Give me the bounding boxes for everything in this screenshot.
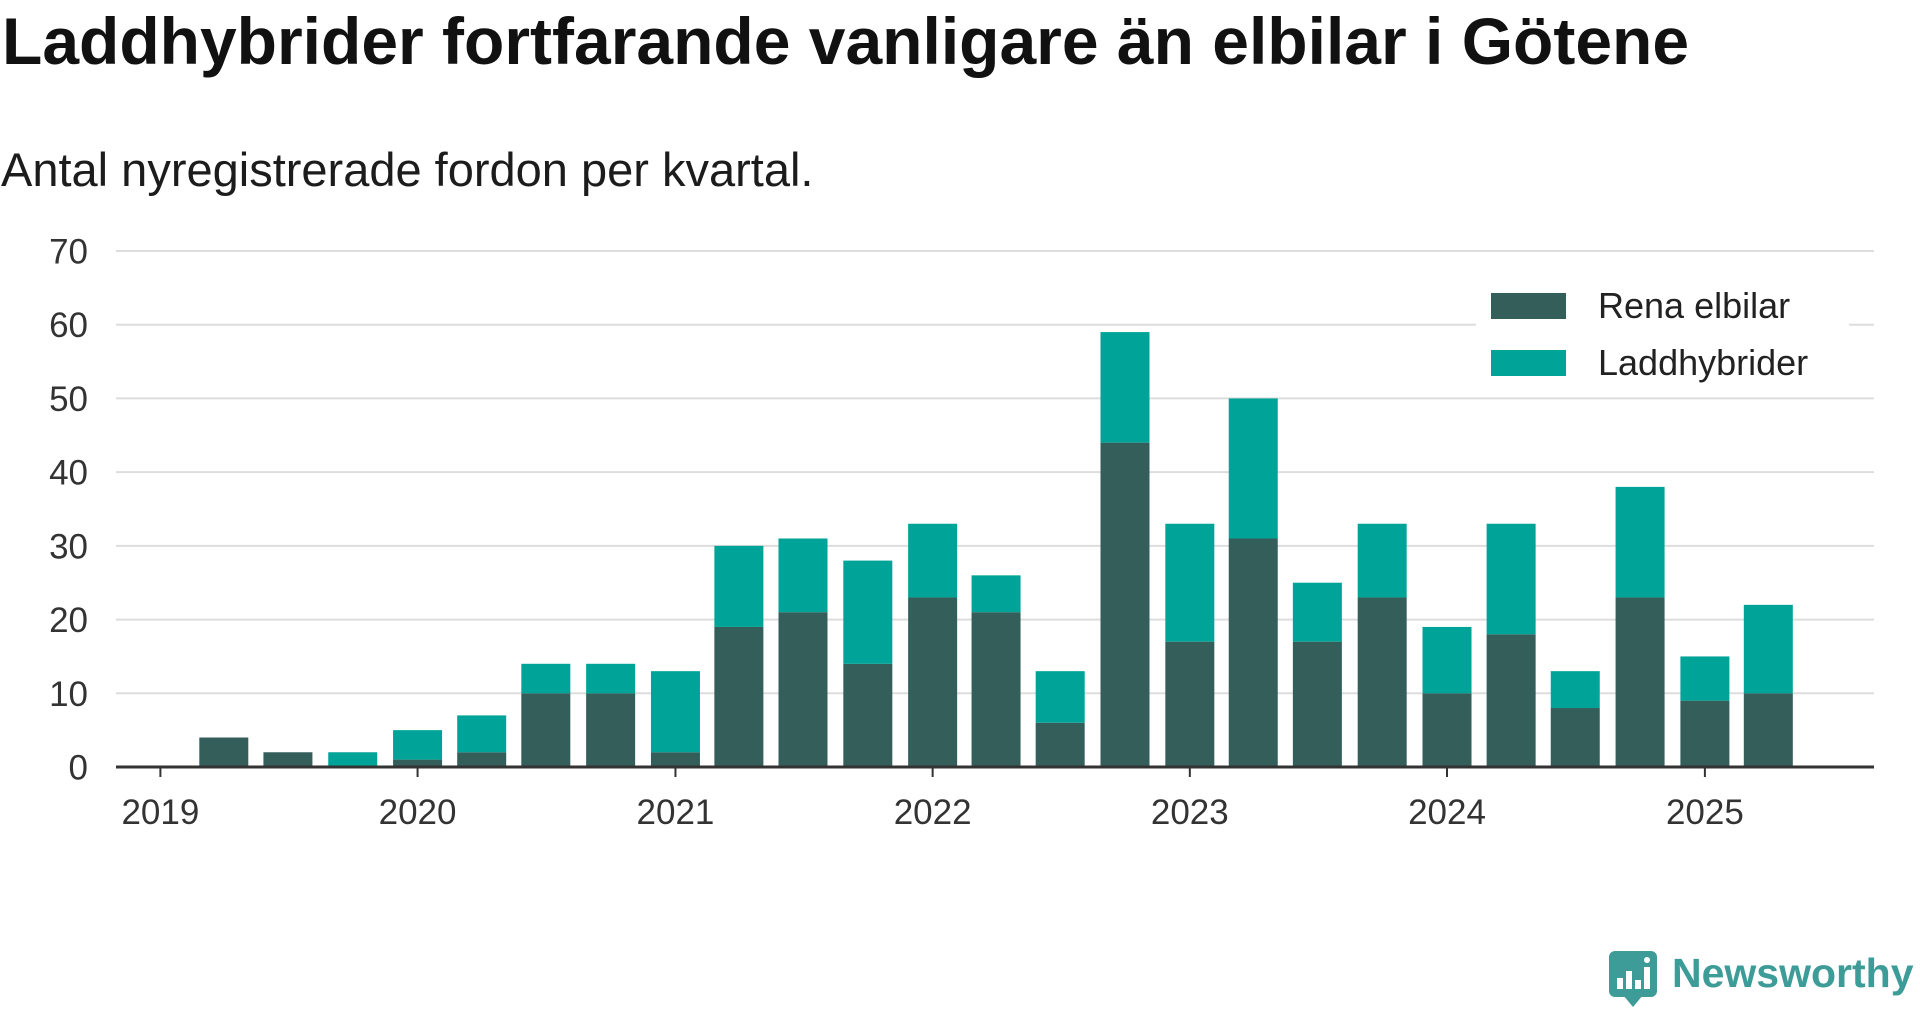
y-tick-label: 40 [49,454,88,493]
x-tick-label: 2019 [121,793,199,832]
bar-rena-elbilar [393,759,443,767]
x-tick-label: 2022 [894,793,972,832]
legend-swatch-laddhybrider [1491,350,1566,376]
y-tick-label: 50 [49,380,88,419]
legend-item-laddhybrider: Laddhybrider [1491,345,1808,381]
y-tick-label: 10 [49,675,88,714]
newsworthy-logo-text: Newsworthy [1672,950,1914,996]
bar-rena-elbilar [1165,641,1215,767]
x-tick-label: 2021 [637,793,715,832]
bar-rena-elbilar [650,752,700,767]
newsworthy-logo-icon [1608,950,1658,1008]
y-tick-label: 30 [49,527,88,566]
bar-laddhybrider [393,730,443,760]
bar-rena-elbilar [714,626,764,767]
x-tick-label: 2020 [379,793,457,832]
bar-laddhybrider [714,545,764,627]
bar-laddhybrider [1165,523,1215,642]
x-tick-label: 2023 [1151,793,1229,832]
bar-laddhybrider [457,715,507,753]
y-tick-label: 0 [69,749,88,788]
bar-rena-elbilar [586,693,636,767]
y-tick-label: 70 [49,233,88,272]
bar-laddhybrider [971,575,1021,613]
bar-laddhybrider [1680,656,1730,701]
bar-rena-elbilar [1680,700,1730,767]
bar-rena-elbilar [1100,442,1150,767]
legend-swatch-rena-elbilar [1491,293,1566,319]
chart-title: Laddhybrider fortfarande vanligare än el… [2,4,1690,78]
bar-rena-elbilar [971,612,1021,767]
bar-laddhybrider [1035,671,1085,723]
bar-laddhybrider [778,538,828,613]
bar-rena-elbilar [1357,597,1407,767]
bar-rena-elbilar [457,752,507,767]
bar-rena-elbilar [1422,693,1472,767]
bar-rena-elbilar [1550,708,1600,767]
legend-item-rena-elbilar: Rena elbilar [1491,288,1790,324]
y-tick-label: 20 [49,601,88,640]
bar-laddhybrider [1100,332,1150,443]
bar-rena-elbilar [843,663,893,767]
bar-laddhybrider [650,671,700,753]
bar-rena-elbilar [521,693,571,767]
bar-rena-elbilar [263,752,313,767]
bar-rena-elbilar [1228,538,1278,767]
bar-laddhybrider [843,560,893,664]
bar-laddhybrider [1743,604,1793,694]
bar-rena-elbilar [1615,597,1665,767]
bar-laddhybrider [1486,523,1536,635]
bar-rena-elbilar [778,612,828,767]
bar-laddhybrider [1615,486,1665,598]
bar-rena-elbilar [1035,722,1085,767]
bar-rena-elbilar [908,597,958,767]
x-tick-label: 2025 [1666,793,1744,832]
legend: Rena elbilar Laddhybrider [1476,279,1849,396]
bar-rena-elbilar [1292,641,1342,767]
bar-rena-elbilar [1486,634,1536,767]
bar-laddhybrider [1550,671,1600,709]
chart-subtitle: Antal nyregistrerade fordon per kvartal. [1,143,814,196]
bar-laddhybrider [908,523,958,598]
bar-rena-elbilar [1743,693,1793,767]
legend-label-laddhybrider: Laddhybrider [1598,342,1809,383]
bar-laddhybrider [328,752,378,767]
y-tick-label: 60 [49,306,88,345]
bar-laddhybrider [586,663,636,694]
bar-laddhybrider [1292,582,1342,642]
bar-laddhybrider [1422,626,1472,694]
bar-laddhybrider [1357,523,1407,598]
bar-rena-elbilar [199,737,249,767]
legend-label-rena-elbilar: Rena elbilar [1598,285,1791,326]
bar-laddhybrider [521,663,571,694]
bar-laddhybrider [1228,398,1278,539]
x-tick-label: 2024 [1408,793,1486,832]
